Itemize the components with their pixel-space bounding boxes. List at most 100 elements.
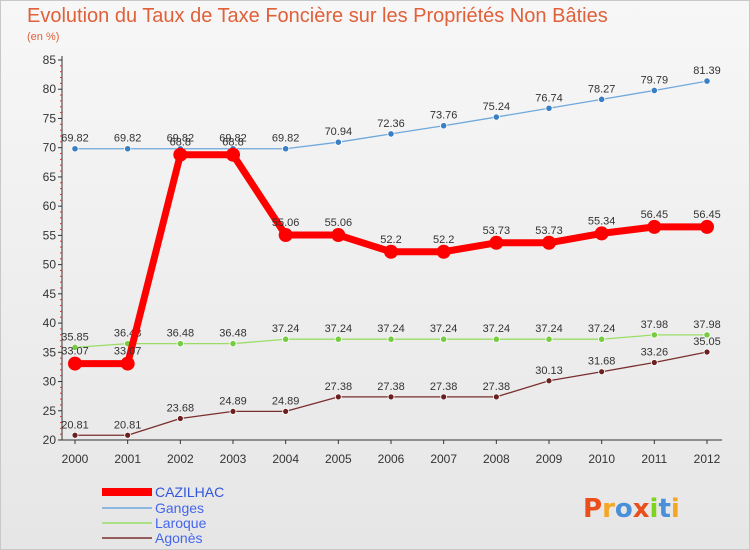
- data-point-ganges: [124, 145, 132, 153]
- data-label-ganges: 70.94: [325, 126, 353, 138]
- x-tick-label: 2009: [536, 452, 563, 466]
- data-label-ganges: 69.82: [167, 133, 195, 145]
- x-tick-label: 2007: [430, 452, 457, 466]
- series-ganges: 69.82 69.82 69.82 69.82 69.82 70.94 72.36 73.76…: [61, 65, 721, 153]
- logo-letter: x: [633, 494, 650, 524]
- data-point-cazilhac: [384, 244, 398, 259]
- data-label-ganges: 69.82: [272, 133, 300, 145]
- data-label-cazilhac: 56.45: [641, 209, 669, 221]
- x-tick-label: 2011: [641, 452, 667, 466]
- data-point-ganges: [334, 138, 342, 146]
- data-label-laroque: 37.24: [483, 323, 511, 335]
- legend-item-agons: Agonès: [102, 530, 202, 546]
- data-point-cazilhac: [173, 147, 188, 162]
- data-label-cazilhac: 53.73: [535, 225, 563, 237]
- x-tick-label: 2000: [62, 452, 89, 466]
- proxiti-logo: Proxiti: [583, 494, 680, 524]
- data-label-laroque: 36.48: [219, 328, 247, 340]
- data-point-laroque: [176, 340, 184, 348]
- logo-letter: P: [583, 494, 602, 524]
- data-label-laroque: 37.98: [641, 319, 669, 331]
- data-label-agons: 27.38: [325, 381, 353, 393]
- data-label-cazilhac: 52.2: [380, 234, 401, 246]
- data-label-cazilhac: 53.73: [483, 225, 511, 237]
- data-point-ganges: [387, 130, 395, 138]
- data-label-agons: 20.81: [114, 419, 142, 431]
- data-point-cazilhac: [542, 235, 556, 250]
- data-label-agons: 24.89: [219, 395, 247, 407]
- data-point-laroque: [650, 331, 658, 339]
- logo-letter: r: [602, 494, 615, 524]
- logo-letter: i: [650, 494, 659, 524]
- y-tick-label: 40: [43, 316, 57, 330]
- data-point-laroque: [71, 343, 79, 351]
- x-tick-label: 2010: [588, 452, 615, 466]
- data-label-ganges: 72.36: [377, 118, 405, 130]
- logo-letter: t: [658, 494, 670, 524]
- x-tick-label: 2002: [167, 452, 194, 466]
- data-label-cazilhac: 55.06: [272, 217, 300, 229]
- data-point-agons: [492, 393, 500, 401]
- data-label-ganges: 79.79: [641, 74, 669, 86]
- data-label-agons: 27.38: [430, 381, 458, 393]
- data-point-cazilhac: [331, 228, 346, 243]
- data-point-laroque: [440, 335, 448, 343]
- y-tick-label: 75: [43, 111, 57, 125]
- series-cazilhac: 33.07 33.07 68.8 68.8 55.06 55.06 52.2 52.2 53.7…: [61, 137, 721, 371]
- series-laroque: 35.85 36.48 36.48 36.48 37.24 37.24 37.24 37.24…: [61, 319, 721, 351]
- data-point-agons: [71, 431, 79, 439]
- data-label-laroque: 37.24: [325, 323, 353, 335]
- data-point-agons: [703, 348, 711, 356]
- chart-title: Evolution du Taux de Taxe Foncière sur l…: [27, 5, 608, 27]
- x-tick-label: 2003: [220, 452, 247, 466]
- legend-item-cazilhac: CAZILHAC: [102, 484, 224, 500]
- data-point-cazilhac: [120, 356, 135, 371]
- data-label-cazilhac: 68.8: [170, 137, 191, 149]
- data-label-agons: 23.68: [167, 402, 195, 414]
- chart-subtitle: (en %): [27, 31, 59, 43]
- data-label-cazilhac: 68.8: [222, 137, 243, 149]
- x-tick-label: 2008: [483, 452, 510, 466]
- data-label-laroque: 37.24: [430, 323, 458, 335]
- data-label-cazilhac: 33.07: [114, 346, 142, 358]
- data-point-laroque: [598, 335, 606, 343]
- data-point-ganges: [598, 95, 606, 103]
- data-point-cazilhac: [594, 226, 609, 241]
- data-label-laroque: 37.24: [272, 323, 300, 335]
- data-point-agons: [650, 359, 658, 366]
- data-label-laroque: 35.85: [61, 331, 89, 343]
- data-point-agons: [124, 431, 132, 439]
- data-point-agons: [387, 393, 395, 401]
- y-tick-label: 30: [43, 375, 57, 389]
- y-tick-label: 60: [43, 199, 57, 213]
- data-label-agons: 35.05: [693, 336, 721, 348]
- x-tick-label: 2005: [325, 452, 352, 466]
- data-label-agons: 30.13: [535, 365, 563, 377]
- legend-label-laroque: Laroque: [155, 515, 207, 531]
- data-point-agons: [440, 393, 448, 401]
- logo-letter: i: [671, 494, 680, 524]
- data-label-ganges: 69.82: [219, 133, 247, 145]
- y-tick-label: 80: [43, 82, 57, 96]
- y-tick-label: 50: [43, 258, 57, 272]
- data-point-laroque: [703, 331, 711, 339]
- data-point-laroque: [545, 335, 553, 343]
- data-label-cazilhac: 33.07: [61, 346, 89, 358]
- x-tick-label: 2006: [378, 452, 405, 466]
- legend-label-cazilhac: CAZILHAC: [155, 484, 224, 500]
- data-point-ganges: [545, 104, 553, 112]
- data-label-ganges: 76.74: [535, 92, 563, 104]
- data-point-agons: [282, 408, 290, 415]
- y-tick-label: 65: [43, 170, 57, 184]
- data-point-ganges: [440, 122, 448, 130]
- data-point-agons: [176, 415, 184, 422]
- y-tick-label: 55: [43, 228, 57, 242]
- y-tick-label: 20: [43, 433, 57, 447]
- data-point-cazilhac: [489, 235, 504, 250]
- x-tick-label: 2004: [272, 452, 299, 466]
- data-label-ganges: 73.76: [430, 110, 458, 122]
- data-label-ganges: 75.24: [483, 101, 511, 113]
